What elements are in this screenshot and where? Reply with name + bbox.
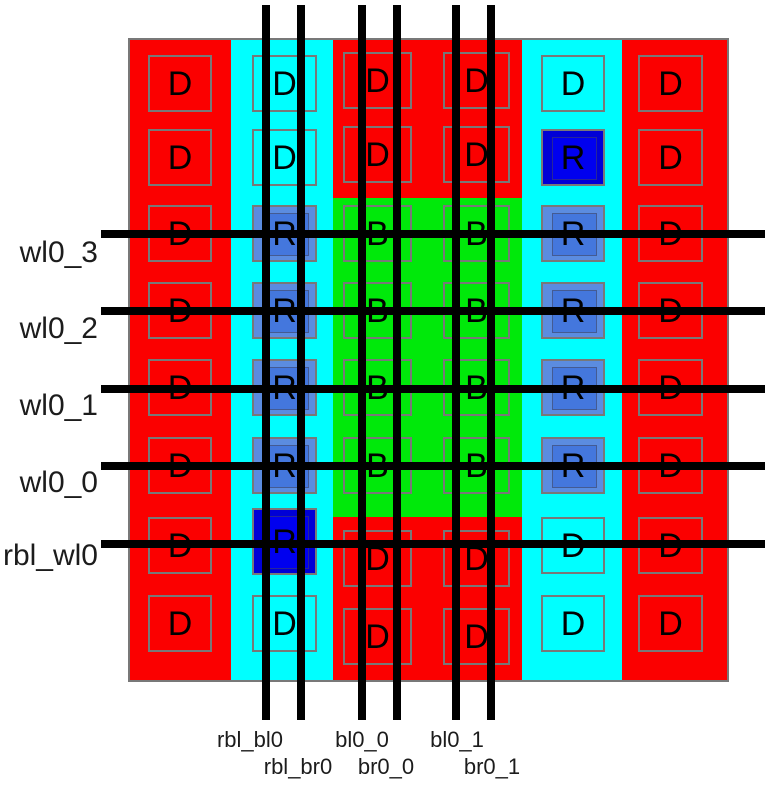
bitline-label-br0_1: br0_1 bbox=[463, 754, 521, 779]
bitcell-core-region bbox=[333, 198, 522, 517]
bitline-label-bl0_0: bl0_0 bbox=[335, 727, 389, 752]
wordline-label-wl0_0: wl0_0 bbox=[19, 466, 98, 499]
wordline-label-wl0_2: wl0_2 bbox=[19, 312, 98, 345]
wordline-label-wl0_3: wl0_3 bbox=[19, 236, 98, 269]
bitline-label-bl0_1: bl0_1 bbox=[430, 727, 484, 752]
bitline-label-rbl_bl0: rbl_bl0 bbox=[216, 727, 284, 752]
bitline-label-br0_0: br0_0 bbox=[357, 754, 415, 779]
replica-column-right-region bbox=[522, 40, 622, 680]
wordline-label-wl0_1: wl0_1 bbox=[19, 389, 98, 422]
bitline-label-rbl_br0: rbl_br0 bbox=[263, 754, 333, 779]
replica-column-left-region bbox=[231, 40, 333, 680]
wordline-label-rbl_wl0: rbl_wl0 bbox=[2, 539, 98, 572]
